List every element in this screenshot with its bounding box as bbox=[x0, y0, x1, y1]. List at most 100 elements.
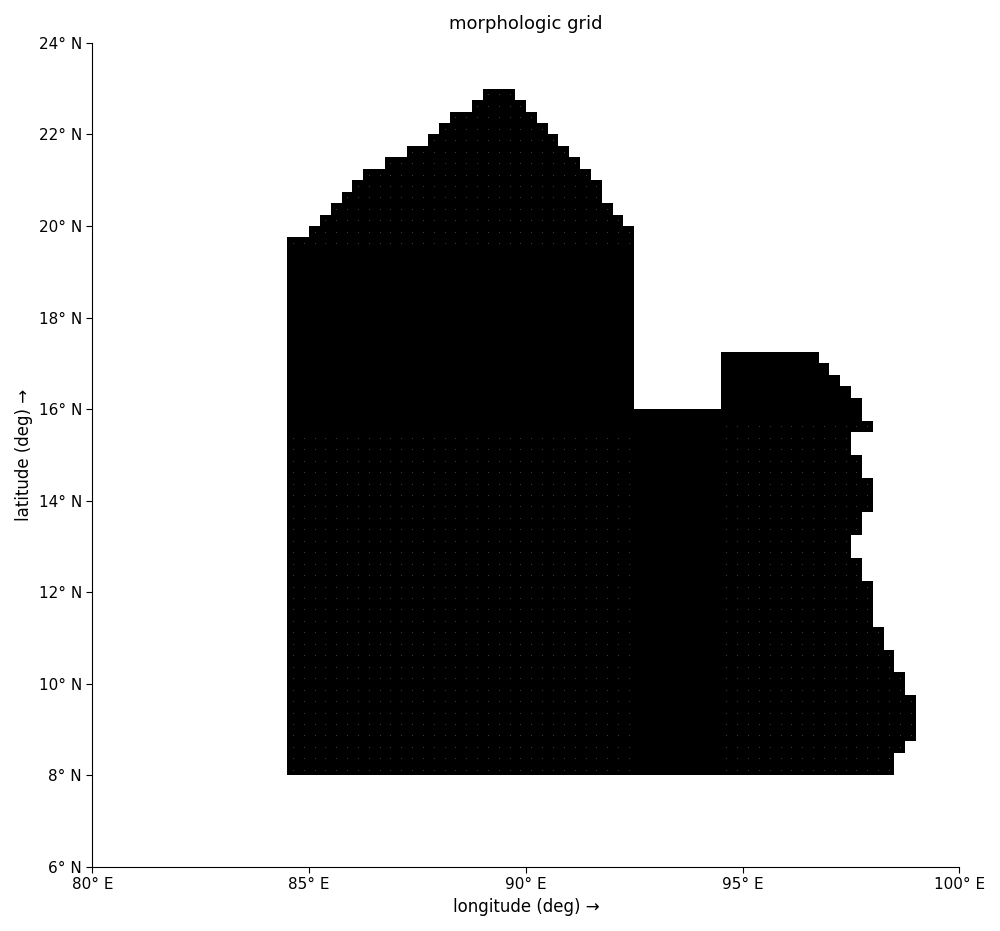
Point bbox=[599, 670, 615, 685]
Point bbox=[382, 670, 398, 685]
Point bbox=[805, 602, 821, 617]
Point bbox=[534, 545, 550, 560]
Point bbox=[740, 488, 756, 503]
Point bbox=[307, 224, 323, 239]
Point bbox=[361, 488, 377, 503]
Point bbox=[534, 522, 550, 537]
Point bbox=[740, 510, 756, 525]
Point bbox=[599, 590, 615, 605]
Point bbox=[480, 568, 496, 583]
Point bbox=[545, 590, 561, 605]
Point bbox=[502, 236, 518, 250]
Point bbox=[838, 510, 854, 525]
Point bbox=[404, 568, 420, 583]
Point bbox=[372, 465, 388, 479]
Point bbox=[339, 602, 355, 617]
Point bbox=[491, 213, 507, 228]
Point bbox=[458, 121, 474, 136]
Point bbox=[870, 739, 886, 754]
Point bbox=[794, 465, 810, 479]
Point bbox=[426, 614, 442, 628]
Point bbox=[729, 465, 745, 479]
Point bbox=[458, 659, 474, 674]
Point bbox=[610, 717, 626, 732]
Point bbox=[307, 465, 323, 479]
Point bbox=[838, 750, 854, 765]
Point bbox=[458, 190, 474, 205]
Point bbox=[317, 705, 333, 720]
Point bbox=[859, 419, 875, 434]
Point bbox=[794, 705, 810, 720]
Point bbox=[794, 739, 810, 754]
Point bbox=[718, 590, 734, 605]
Point bbox=[838, 728, 854, 743]
Point bbox=[296, 510, 312, 525]
Point bbox=[447, 545, 463, 560]
Point bbox=[361, 510, 377, 525]
Point bbox=[415, 510, 431, 525]
Point bbox=[610, 705, 626, 720]
Point bbox=[317, 637, 333, 652]
Point bbox=[718, 442, 734, 457]
Point bbox=[870, 705, 886, 720]
Point bbox=[848, 670, 864, 685]
Point bbox=[827, 694, 843, 708]
Point bbox=[729, 602, 745, 617]
Point bbox=[307, 590, 323, 605]
Point bbox=[599, 682, 615, 697]
Point bbox=[556, 522, 572, 537]
Point bbox=[328, 637, 344, 652]
Point bbox=[805, 430, 821, 445]
Point bbox=[621, 659, 637, 674]
Point bbox=[437, 522, 453, 537]
Point bbox=[317, 625, 333, 640]
Point bbox=[512, 488, 528, 503]
Point bbox=[545, 602, 561, 617]
Point bbox=[729, 739, 745, 754]
Point bbox=[805, 545, 821, 560]
Point bbox=[285, 728, 301, 743]
Point bbox=[859, 499, 875, 514]
Point bbox=[285, 568, 301, 583]
Point bbox=[827, 556, 843, 571]
Point bbox=[393, 190, 409, 205]
Point bbox=[480, 648, 496, 663]
Point bbox=[415, 694, 431, 708]
Point bbox=[426, 144, 442, 159]
Point bbox=[610, 659, 626, 674]
Point bbox=[751, 694, 767, 708]
Point bbox=[567, 533, 583, 548]
Point bbox=[447, 133, 463, 148]
Point bbox=[458, 670, 474, 685]
Point bbox=[718, 614, 734, 628]
Point bbox=[393, 167, 409, 182]
Point bbox=[512, 453, 528, 468]
Point bbox=[491, 133, 507, 148]
Point bbox=[458, 442, 474, 457]
Point bbox=[491, 155, 507, 170]
Point bbox=[751, 476, 767, 491]
Point bbox=[523, 510, 539, 525]
Point bbox=[285, 659, 301, 674]
Point bbox=[415, 465, 431, 479]
Point bbox=[729, 670, 745, 685]
Point bbox=[567, 545, 583, 560]
Point bbox=[393, 728, 409, 743]
Point bbox=[859, 739, 875, 754]
Point bbox=[307, 522, 323, 537]
Point bbox=[556, 488, 572, 503]
Point bbox=[838, 579, 854, 594]
Point bbox=[556, 476, 572, 491]
Point bbox=[816, 670, 832, 685]
Point bbox=[740, 762, 756, 777]
Point bbox=[382, 167, 398, 182]
Point bbox=[534, 442, 550, 457]
Point bbox=[718, 648, 734, 663]
Point bbox=[794, 602, 810, 617]
Point bbox=[588, 694, 604, 708]
Point bbox=[426, 717, 442, 732]
Point bbox=[783, 465, 799, 479]
Point bbox=[415, 739, 431, 754]
Point bbox=[545, 167, 561, 182]
Point bbox=[382, 190, 398, 205]
